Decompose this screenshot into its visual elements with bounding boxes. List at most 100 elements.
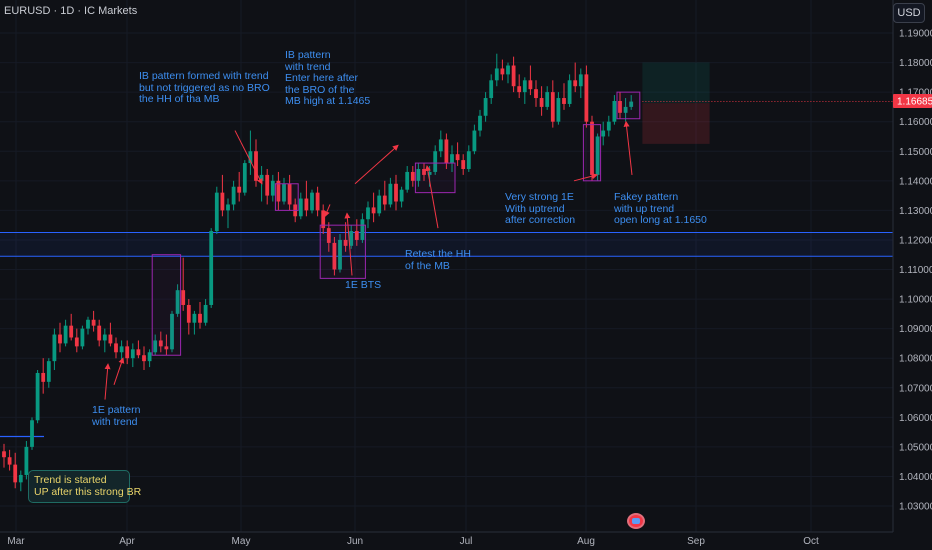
price-tick-label: 1.12000 (899, 235, 932, 246)
candle-body (438, 139, 443, 152)
candle-body (590, 121, 594, 175)
price-tick-label: 1.18000 (899, 58, 932, 69)
candle-body (125, 346, 130, 359)
candle-body (326, 228, 331, 243)
price-tick-label: 1.19000 (899, 29, 932, 40)
candle-body (315, 192, 320, 211)
annotation-fakey: Fakey pattern with up trend open long at… (614, 191, 707, 226)
candle-body (534, 89, 538, 99)
zones-layer (0, 62, 893, 438)
candle-body (382, 195, 387, 205)
candle-body (24, 446, 29, 475)
candle-body (52, 334, 57, 362)
candle-body (500, 68, 505, 75)
candle-body (58, 334, 62, 344)
candle-body (399, 189, 404, 202)
price-tick-label: 1.16000 (899, 117, 932, 128)
candle-body (455, 154, 460, 161)
candle-body (142, 355, 146, 362)
time-axis[interactable]: Mar Apr May Jun Jul Aug Sep Oct (7, 536, 819, 547)
pattern-box (151, 254, 182, 356)
annotation-ib-pattern-2: IB pattern with trend Enter here after t… (285, 49, 371, 107)
annotation-arrows (104, 120, 633, 400)
annotation-arrow (623, 120, 633, 175)
candle-body (416, 168, 421, 181)
candle-body (444, 139, 449, 164)
time-tick-label: Jun (347, 536, 363, 547)
candle-body (147, 352, 152, 362)
annotation-arrow (324, 204, 331, 218)
currency-button[interactable]: USD (893, 3, 925, 23)
candle-body (629, 101, 634, 107)
price-tick-label: 1.08000 (899, 354, 932, 365)
candle-body (371, 207, 376, 214)
candle-body (618, 100, 622, 113)
candle-body (170, 313, 174, 350)
price-tick-label: 1.14000 (899, 176, 932, 187)
candle-body (450, 154, 454, 164)
symbol-header[interactable]: EURUSD · 1D · IC Markets (4, 5, 138, 17)
price-tick-label: 1.09000 (899, 324, 932, 335)
candle-body (80, 328, 85, 347)
price-tick-label: 1.07000 (899, 383, 932, 394)
position-stop-zone (642, 103, 710, 144)
candle-body (220, 192, 225, 211)
grid-lines (0, 0, 893, 532)
candle-body (338, 239, 342, 270)
candle-body (74, 337, 79, 347)
candle-body (119, 346, 124, 353)
candle-body (18, 474, 23, 483)
candle-body (466, 151, 471, 169)
price-tick-label: 1.05000 (899, 442, 932, 453)
price-tick-label: 1.17000 (899, 88, 932, 99)
candle-body (394, 183, 398, 202)
candle-body (562, 98, 566, 104)
candle-body (63, 325, 68, 344)
candle-body (433, 151, 438, 172)
price-tick-label: 1.11000 (899, 265, 932, 276)
price-tick-label: 1.15000 (899, 147, 932, 158)
candle-body (612, 100, 617, 122)
candle-body (259, 174, 264, 181)
candle-body (556, 98, 561, 122)
resistance-zone (0, 232, 893, 257)
candle-body (192, 313, 197, 323)
candle-body (203, 304, 208, 323)
pattern-box (274, 183, 299, 211)
candle-body (198, 313, 202, 323)
trend-callout: Trend is started UP after this strong BR (28, 470, 141, 503)
candle-body (623, 106, 628, 113)
candle-body (35, 372, 40, 421)
candle-body (321, 210, 326, 229)
candle-body (97, 325, 102, 341)
candle-body (360, 219, 365, 240)
annotation-arrow (104, 363, 111, 400)
candle-body (30, 420, 34, 447)
candle-body (506, 65, 510, 75)
annotation-arrow (344, 212, 353, 276)
candle-body (567, 80, 572, 104)
annotation-arrow (424, 165, 439, 229)
price-tick-label: 1.13000 (899, 206, 932, 217)
candle-body (136, 349, 141, 356)
pattern-box (582, 124, 602, 182)
candle-body (242, 163, 247, 193)
pattern-boxes (151, 91, 641, 356)
us-flag-event-icon[interactable] (627, 513, 645, 529)
candle-body (478, 115, 482, 131)
candle-body (573, 80, 578, 87)
candle-body (304, 198, 309, 211)
candle-body (69, 325, 74, 338)
candle-body (522, 80, 527, 93)
candle-body (91, 319, 96, 326)
candle-body (528, 80, 533, 90)
candle-body (108, 334, 113, 344)
candle-body (483, 98, 488, 116)
candle-body (472, 130, 477, 152)
candle-body (270, 180, 275, 196)
price-axis[interactable]: 1.19000 1.18000 1.17000 1.16000 1.15000 1.140… (899, 29, 932, 513)
pattern-box (319, 224, 366, 279)
candle-body (517, 86, 522, 93)
candle-body (231, 186, 236, 205)
